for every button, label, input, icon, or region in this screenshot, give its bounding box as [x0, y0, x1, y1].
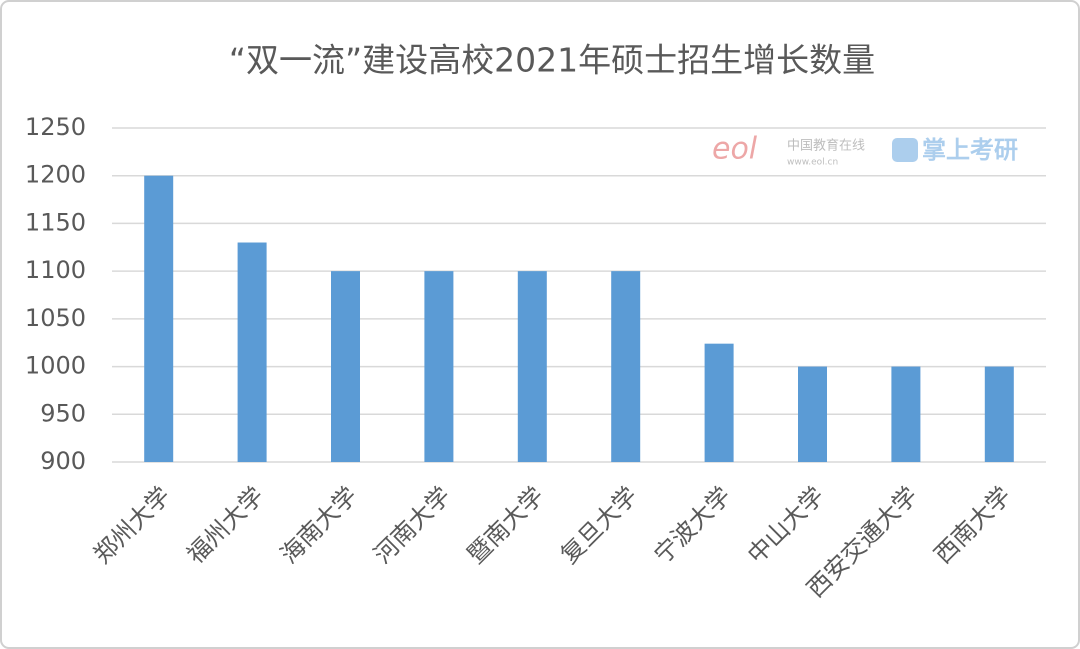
bar [331, 271, 360, 462]
y-tick-label: 900 [40, 447, 86, 475]
watermark-text: 中国教育在线 [787, 138, 865, 154]
y-tick-label: 950 [40, 399, 86, 427]
bar [704, 343, 734, 462]
y-tick-label: 1150 [25, 208, 86, 236]
bar [611, 271, 641, 462]
bar [424, 271, 454, 462]
bar [891, 366, 921, 462]
chart-title: “双一流”建设高校2021年硕士招生增长数量 [229, 41, 875, 80]
bar [517, 271, 547, 462]
y-tick-label: 1000 [25, 352, 86, 380]
watermark-url: www.eol.cn [787, 158, 838, 168]
watermark-brand: 掌上考研 [922, 136, 1018, 164]
bar [984, 366, 1014, 462]
bar [144, 175, 174, 462]
watermark-icon [892, 138, 918, 162]
watermark-logo: eol [712, 132, 758, 167]
watermark: eol 中国教育在线 www.eol.cn 掌上考研 [712, 132, 1018, 168]
y-tick-label: 1250 [25, 113, 86, 141]
y-tick-label: 1050 [25, 304, 86, 332]
bar [798, 366, 827, 462]
bar [237, 242, 267, 462]
y-tick-label: 1100 [25, 256, 86, 284]
y-tick-label: 1200 [25, 161, 86, 189]
